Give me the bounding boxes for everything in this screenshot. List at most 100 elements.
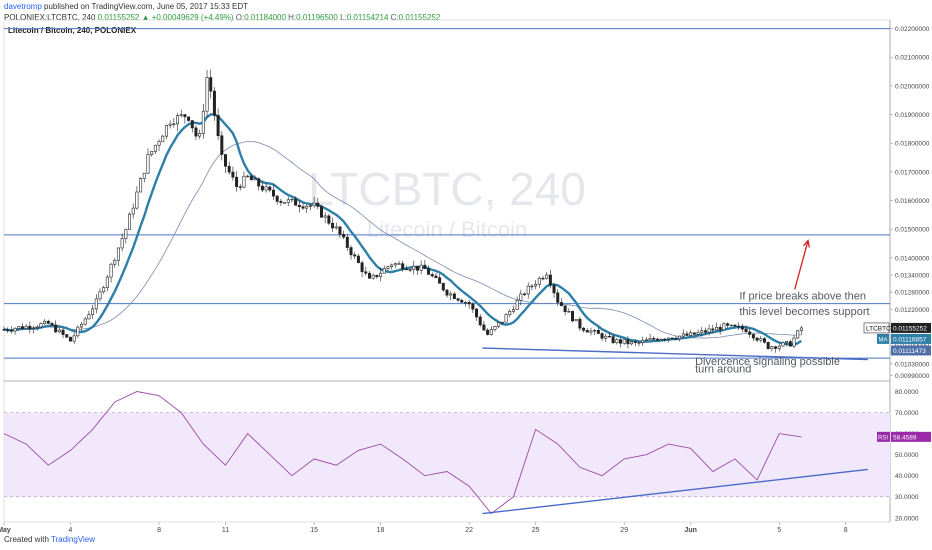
time-tick-label: 29 bbox=[620, 527, 628, 534]
candle bbox=[179, 109, 183, 118]
candle bbox=[670, 337, 674, 340]
candle bbox=[534, 280, 538, 290]
candle bbox=[172, 117, 176, 128]
annotation-text[interactable]: this level becomes support bbox=[739, 306, 869, 318]
candle bbox=[331, 217, 335, 232]
price-tick-label: 0.01340000 bbox=[895, 272, 930, 279]
candle bbox=[777, 344, 781, 352]
candle bbox=[530, 284, 534, 291]
candle bbox=[404, 265, 408, 271]
candle bbox=[257, 177, 261, 191]
candle bbox=[364, 266, 368, 276]
breakout-arrow[interactable] bbox=[794, 240, 809, 290]
candle bbox=[164, 124, 168, 140]
candle bbox=[183, 113, 187, 124]
candle bbox=[751, 333, 755, 341]
candle bbox=[567, 308, 571, 313]
candle bbox=[626, 335, 630, 349]
candle bbox=[290, 198, 294, 203]
candle bbox=[482, 320, 486, 331]
candle bbox=[729, 324, 733, 327]
candle bbox=[615, 338, 619, 345]
candle bbox=[194, 125, 198, 141]
candle bbox=[61, 328, 65, 339]
candle bbox=[316, 197, 320, 210]
rsi-trendline[interactable] bbox=[482, 468, 868, 515]
candle bbox=[13, 327, 17, 335]
candle bbox=[116, 247, 120, 267]
candle bbox=[209, 69, 213, 99]
candle bbox=[401, 260, 405, 272]
candle bbox=[523, 292, 527, 297]
candle bbox=[9, 326, 13, 334]
candle bbox=[91, 305, 95, 320]
candle bbox=[68, 336, 72, 342]
close-value: 0.01155252 bbox=[398, 13, 441, 22]
candle bbox=[157, 139, 161, 152]
tradingview-brand[interactable]: TradingView bbox=[51, 535, 96, 544]
candle bbox=[386, 265, 390, 272]
candle bbox=[224, 153, 227, 174]
annotation-text[interactable]: Divercence signaling possible bbox=[695, 356, 840, 368]
candle bbox=[689, 330, 693, 337]
candle bbox=[582, 326, 586, 333]
candle bbox=[327, 213, 331, 226]
candle bbox=[72, 332, 76, 345]
candle bbox=[35, 324, 39, 331]
price-tick-label: 0.02000000 bbox=[895, 83, 930, 90]
candle bbox=[205, 69, 209, 117]
candle bbox=[792, 335, 796, 349]
watermark-name: Litecoin / Bitcoin bbox=[367, 217, 527, 242]
time-tick-label: 11 bbox=[222, 527, 229, 534]
candle bbox=[260, 181, 264, 193]
candle bbox=[94, 294, 98, 314]
candle bbox=[663, 337, 667, 342]
time-tick-label: 15 bbox=[310, 527, 318, 534]
candle bbox=[334, 222, 338, 230]
candle bbox=[297, 200, 301, 213]
candle bbox=[456, 297, 460, 302]
candle bbox=[596, 327, 600, 334]
high-label: H: bbox=[288, 13, 297, 22]
candle bbox=[17, 326, 21, 331]
candle bbox=[131, 203, 135, 219]
time-tick-label: 18 bbox=[377, 527, 385, 534]
candle bbox=[659, 338, 663, 341]
candle bbox=[6, 327, 10, 333]
price-trendline[interactable] bbox=[482, 347, 868, 361]
price-tick-label: 0.02100000 bbox=[895, 55, 930, 62]
candle bbox=[545, 272, 549, 280]
candle bbox=[305, 204, 309, 213]
candle bbox=[220, 131, 224, 161]
candle bbox=[430, 272, 434, 278]
candle bbox=[611, 333, 615, 345]
candle bbox=[762, 336, 766, 344]
candle bbox=[238, 184, 242, 191]
candle bbox=[102, 285, 106, 294]
candle bbox=[20, 323, 24, 330]
candle bbox=[46, 319, 50, 325]
candle bbox=[308, 204, 312, 211]
candle bbox=[98, 288, 102, 302]
ma-tag bbox=[877, 333, 889, 344]
candle bbox=[65, 333, 69, 339]
time-tick-label: May bbox=[0, 527, 11, 534]
candle bbox=[463, 300, 467, 307]
candle bbox=[286, 196, 290, 207]
candle bbox=[275, 195, 279, 205]
price-tick-label: 0.01220000 bbox=[895, 307, 930, 314]
candle bbox=[201, 104, 205, 139]
open-label: O: bbox=[235, 13, 245, 22]
candle bbox=[788, 339, 792, 347]
candle bbox=[50, 321, 54, 327]
candle bbox=[674, 335, 678, 341]
candle bbox=[253, 175, 257, 181]
candle bbox=[80, 322, 84, 332]
price-tick-label: 0.01280000 bbox=[895, 290, 930, 297]
annotation-text[interactable]: turn around bbox=[695, 363, 751, 375]
author-link[interactable]: davetromp bbox=[4, 2, 42, 11]
annotation-text[interactable]: If price breaks above then bbox=[739, 290, 866, 302]
candle bbox=[796, 329, 800, 339]
candle bbox=[748, 327, 752, 338]
candle bbox=[519, 289, 523, 306]
